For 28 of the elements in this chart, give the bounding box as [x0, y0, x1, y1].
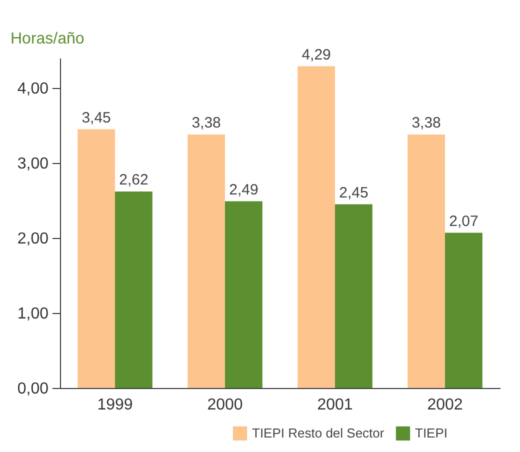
data-label: 2,07 — [449, 212, 478, 230]
data-label: 3,38 — [412, 114, 441, 132]
y-axis-title: Horas/año — [10, 30, 84, 48]
data-label: 3,38 — [192, 114, 221, 132]
legend-label: TIEPI — [415, 425, 448, 440]
y-tick-label: 3,00 — [17, 156, 49, 172]
x-tick-label: 2001 — [317, 396, 353, 414]
y-tick-label: 2,00 — [17, 230, 49, 248]
y-tick-label: 0,00 — [17, 380, 49, 398]
x-tick-label: 2002 — [427, 396, 463, 414]
bar — [335, 204, 372, 388]
bar — [188, 134, 225, 388]
data-label: 2,62 — [119, 172, 148, 188]
bar — [408, 134, 445, 388]
data-label: 4,29 — [302, 46, 331, 64]
y-tick-label: 1,00 — [17, 306, 49, 322]
bar — [445, 232, 482, 388]
legend-label: TIEPI Resto del Sector — [252, 425, 385, 440]
bar — [115, 192, 152, 388]
data-label: 3,45 — [82, 109, 111, 126]
bar — [78, 129, 115, 388]
y-tick-label: 4,00 — [17, 80, 49, 98]
x-tick-label: 2000 — [207, 396, 243, 414]
bar — [298, 66, 335, 388]
x-tick-label: 1999 — [97, 396, 133, 414]
data-label: 2,49 — [229, 181, 258, 198]
data-label: 2,45 — [339, 184, 368, 202]
bar — [225, 201, 262, 388]
